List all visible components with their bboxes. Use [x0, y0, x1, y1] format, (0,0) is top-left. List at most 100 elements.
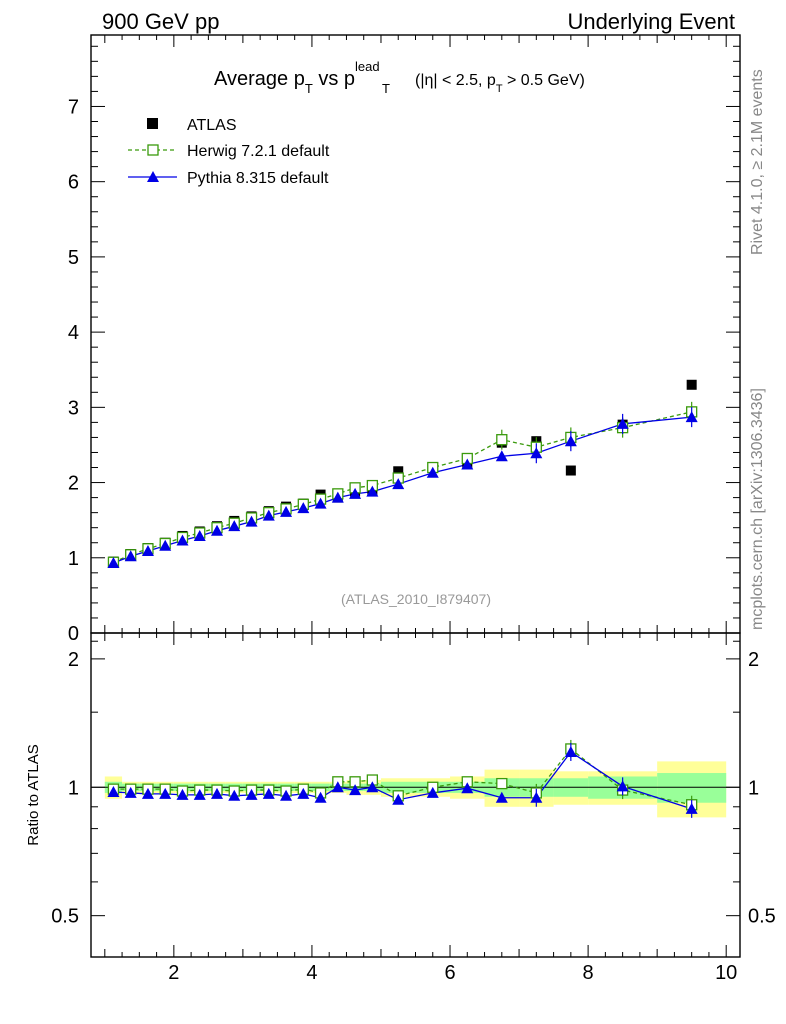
pythia-point [616, 417, 629, 429]
legend-pythia-label: Pythia 8.315 default [187, 170, 329, 187]
title-cut-sub: T [496, 83, 503, 95]
title-sub-2: T [382, 81, 390, 96]
title-mid: vs p [313, 68, 355, 90]
atlas-point [393, 466, 404, 477]
ratio-pythia-point [461, 782, 474, 794]
ratio-pythia-point [211, 787, 224, 799]
title-main: Average p [214, 68, 305, 90]
pythia-point [530, 447, 543, 459]
pythia-point [176, 534, 189, 546]
ratio-axis-ticks [91, 633, 740, 958]
title-sub-1: T [305, 81, 313, 96]
ratio-pythia-point [685, 802, 698, 814]
x-tick-label: 8 [583, 962, 594, 984]
ratio-pythia-point [314, 791, 327, 803]
ratio-y-tick-label-right: 2 [748, 649, 759, 671]
ratio-pythia-point [193, 788, 206, 800]
ratio-pythia-point [495, 791, 508, 803]
ratio-y-tick-label-right: 0.5 [748, 906, 776, 928]
pythia-point [193, 529, 206, 541]
pythia-point [107, 557, 120, 569]
x-tick-label: 6 [444, 962, 455, 984]
ratio-pythia-point [349, 784, 362, 796]
x-tick-label: 10 [715, 962, 737, 984]
ratio-pythia-point [228, 789, 241, 801]
legend-atlas-marker [147, 118, 158, 129]
main-title: Average pT vs plead [214, 59, 380, 96]
main-series-layer [107, 379, 698, 569]
title-sup: lead [355, 59, 380, 74]
ratio-pythia-point [530, 791, 543, 803]
pythia-point [426, 466, 439, 478]
title-cut: (|η| < 2.5, pT > 0.5 GeV) [415, 72, 585, 95]
pythia-point [159, 539, 172, 551]
ratio-pythia-point [280, 789, 293, 801]
title-cut-b: > 0.5 GeV) [503, 72, 585, 89]
ratio-pythia-point [392, 793, 405, 805]
ratio-panel: 0.5 0.5 1 1 2 2 Ratio to ATLAS 2 4 6 8 10 [25, 632, 776, 984]
pythia-point [495, 450, 508, 462]
ratio-y-tick-label-left: 2 [68, 649, 79, 671]
ratio-pythia-point [141, 787, 154, 799]
ratio-herwig-point [496, 777, 508, 790]
main-y-tick-label: 1 [68, 548, 79, 570]
main-y-tick-label: 6 [68, 172, 79, 194]
pythia-point [461, 458, 474, 470]
ratio-pythia-point [297, 787, 310, 799]
pythia-point [331, 491, 344, 503]
side-label-rivet: Rivet 4.1.0, ≥ 2.1M events [749, 69, 766, 255]
ratio-pythia-point [107, 785, 120, 797]
ratio-pythia-point [262, 787, 275, 799]
main-y-tick-label: 4 [68, 322, 79, 344]
ratio-pythia-point [616, 780, 629, 792]
pythia-point [280, 505, 293, 517]
ratio-y-tick-label-left: 0.5 [51, 906, 79, 928]
pythia-point [262, 509, 275, 521]
ratio-frame [90, 632, 741, 958]
ratio-series-layer [107, 739, 698, 818]
ratio-y-tick-label-left: 1 [68, 777, 79, 799]
header-left: 900 GeV pp [102, 9, 219, 34]
ratio-pythia-point [176, 788, 189, 800]
x-tick-label: 2 [168, 962, 179, 984]
ratio-pythia-point [124, 786, 137, 798]
legend: ATLAS Herwig 7.2.1 default Pythia 8.315 … [128, 117, 330, 187]
ratio-y-axis-label: Ratio to ATLAS [25, 744, 42, 845]
atlas-point [565, 465, 576, 476]
analysis-id: (ATLAS_2010_I879407) [341, 591, 491, 607]
main-y-tick-label: 0 [68, 623, 79, 645]
legend-herwig-label: Herwig 7.2.1 default [187, 143, 330, 160]
atlas-point [686, 379, 697, 390]
side-label-mcplots: mcplots.cern.ch [arXiv:1306.3436] [749, 388, 766, 630]
pythia-line [113, 416, 692, 564]
ratio-y-tick-labels: 0.5 0.5 1 1 2 2 [51, 649, 776, 928]
ratio-pythia-point [159, 787, 172, 799]
pythia-point [245, 515, 258, 527]
pythia-point [685, 411, 698, 423]
pythia-point [392, 478, 405, 490]
herwig-point [496, 434, 508, 446]
main-y-tick-label: 2 [68, 473, 79, 495]
ratio-pythia-point [245, 788, 258, 800]
pythia-point [297, 502, 310, 514]
pythia-point [564, 435, 577, 447]
ratio-pythia-point [366, 781, 379, 793]
ratio-pythia-point [331, 781, 344, 793]
legend-herwig-marker [147, 144, 159, 156]
main-y-tick-label: 3 [68, 397, 79, 419]
pythia-point [211, 524, 224, 536]
main-y-tick-label: 7 [68, 96, 79, 118]
pythia-point [349, 487, 362, 499]
legend-atlas-label: ATLAS [187, 117, 237, 134]
pythia-point [366, 485, 379, 497]
ratio-y-tick-label-right: 1 [748, 777, 759, 799]
main-y-tick-labels: 0 1 2 3 4 5 6 7 [68, 96, 79, 645]
x-tick-labels: 2 4 6 8 10 [168, 962, 737, 984]
pythia-point [314, 497, 327, 509]
header-right: Underlying Event [567, 9, 735, 34]
title-cut-a: (|η| < 2.5, p [415, 72, 496, 89]
pythia-point [228, 520, 241, 532]
pythia-point [124, 550, 137, 562]
